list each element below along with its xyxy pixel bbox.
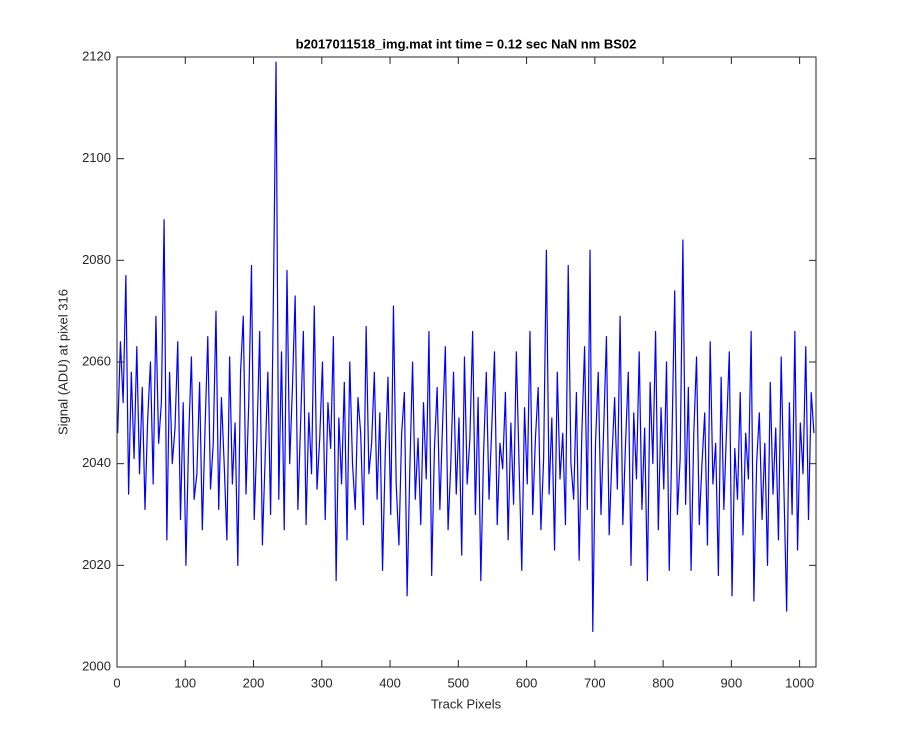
y-tick-label: 2060 (82, 353, 111, 368)
x-tick-label: 200 (243, 675, 265, 690)
x-tick-label: 500 (447, 675, 469, 690)
x-tick-label: 400 (379, 675, 401, 690)
x-tick-label: 0 (113, 675, 120, 690)
x-tick-label: 900 (721, 675, 743, 690)
y-tick-label: 2120 (82, 48, 111, 63)
chart-title: b2017011518_img.mat int time = 0.12 sec … (296, 36, 637, 51)
x-tick-label: 700 (584, 675, 606, 690)
y-axis-label: Signal (ADU) at pixel 316 (55, 289, 70, 435)
x-tick-label: 1000 (785, 675, 814, 690)
data-line (117, 61, 815, 633)
y-tick-label: 2040 (82, 455, 111, 470)
y-tick-label: 2000 (82, 658, 111, 673)
x-tick-label: 600 (516, 675, 538, 690)
x-axis-label: Track Pixels (431, 696, 502, 711)
y-tick-label: 2080 (82, 252, 111, 267)
y-tick-label: 2100 (82, 150, 111, 165)
y-tick-label: 2020 (82, 557, 111, 572)
x-tick-label: 800 (652, 675, 674, 690)
x-tick-label: 100 (174, 675, 196, 690)
x-tick-label: 300 (311, 675, 333, 690)
